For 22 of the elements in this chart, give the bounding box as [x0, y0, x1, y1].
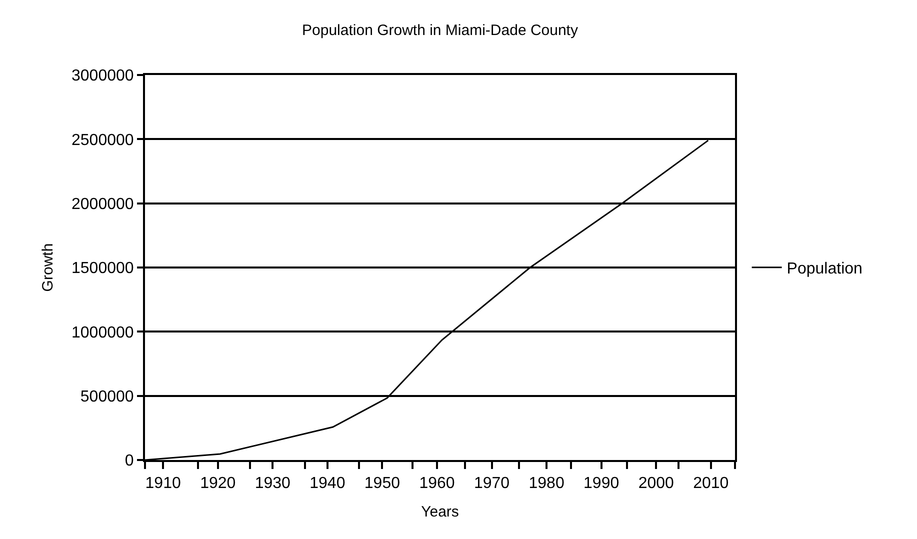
- y-tick-label: 500000: [80, 388, 134, 406]
- x-tick-label: 1990: [584, 475, 620, 492]
- x-tick-label: 1950: [364, 475, 400, 492]
- x-tick-label: 1970: [474, 475, 510, 492]
- y-tick-label: 1000000: [72, 324, 134, 342]
- legend-label: Population: [786, 260, 862, 278]
- y-axis-title: Growth: [39, 243, 56, 292]
- x-tick-label: 1960: [419, 475, 455, 492]
- x-tick-label: 1980: [528, 475, 564, 492]
- chart-title: Population Growth in Miami-Dade County: [302, 22, 578, 39]
- y-tick-label: 2000000: [72, 196, 134, 213]
- y-tick-label: 3000000: [72, 68, 134, 85]
- x-axis-title: Years: [421, 504, 459, 521]
- y-tick-label: 0: [124, 452, 134, 470]
- y-tick-label: 2500000: [72, 132, 134, 149]
- x-tick-label: 1920: [200, 475, 236, 492]
- x-tick-label: 1930: [254, 475, 291, 492]
- y-tick-label: 1500000: [72, 260, 134, 278]
- x-tick-label: 1910: [145, 475, 181, 492]
- x-tick-label: 2000: [638, 475, 674, 492]
- x-tick-label: 1940: [310, 475, 346, 492]
- x-tick-label: 2010: [693, 475, 729, 492]
